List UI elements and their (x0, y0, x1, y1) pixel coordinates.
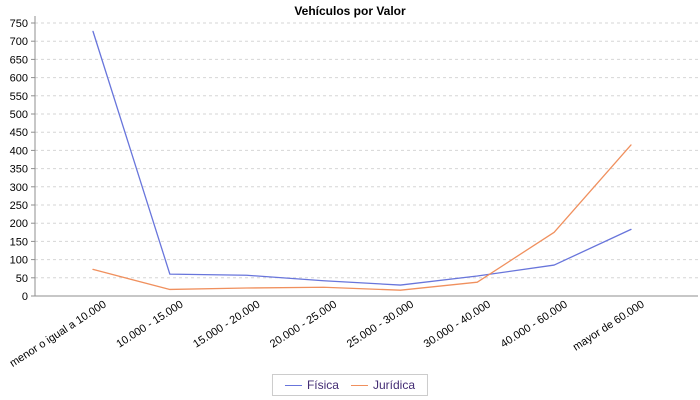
y-tick-label: 450 (10, 127, 28, 139)
legend-item-fisica: Física (284, 378, 339, 392)
x-category-label: mayor de 60.000 (571, 298, 647, 353)
y-tick-label: 50 (16, 273, 28, 285)
legend-label-fisica: Física (306, 378, 339, 392)
y-tick-label: 500 (10, 109, 28, 121)
x-category-label: 40.000 - 60.000 (499, 298, 570, 350)
series-line-juridica (92, 144, 632, 291)
y-tick-label: 600 (10, 73, 28, 85)
y-tick-label: 750 (10, 18, 28, 30)
y-tick-label: 700 (10, 36, 28, 48)
y-tick-label: 100 (10, 255, 28, 267)
legend-item-juridica: Jurídica (350, 378, 416, 392)
y-tick-label: 650 (10, 54, 28, 66)
y-tick-label: 550 (10, 91, 28, 103)
x-category-label: 15.000 - 20.000 (191, 298, 262, 350)
chart-title: Vehículos por Valor (294, 4, 406, 18)
x-category-label: menor o igual a 10.000 (8, 298, 109, 369)
y-tick-label: 150 (10, 236, 28, 248)
x-category-label: 30.000 - 40.000 (422, 298, 493, 350)
y-tick-label: 300 (10, 182, 28, 194)
y-tick-label: 350 (10, 164, 28, 176)
y-tick-label: 0 (22, 291, 28, 303)
x-category-label: 25.000 - 30.000 (345, 298, 416, 350)
juridica-line-swatch (350, 384, 368, 386)
x-category-label: 10.000 - 15.000 (114, 298, 185, 350)
y-tick-label: 400 (10, 145, 28, 157)
y-tick-label: 200 (10, 218, 28, 230)
x-category-label: 20.000 - 25.000 (268, 298, 339, 350)
series-line-fisica (92, 30, 632, 286)
fisica-line-swatch (284, 384, 302, 386)
legend: Física Jurídica (271, 374, 429, 396)
y-tick-label: 250 (10, 200, 28, 212)
legend-label-juridica: Jurídica (372, 378, 416, 392)
